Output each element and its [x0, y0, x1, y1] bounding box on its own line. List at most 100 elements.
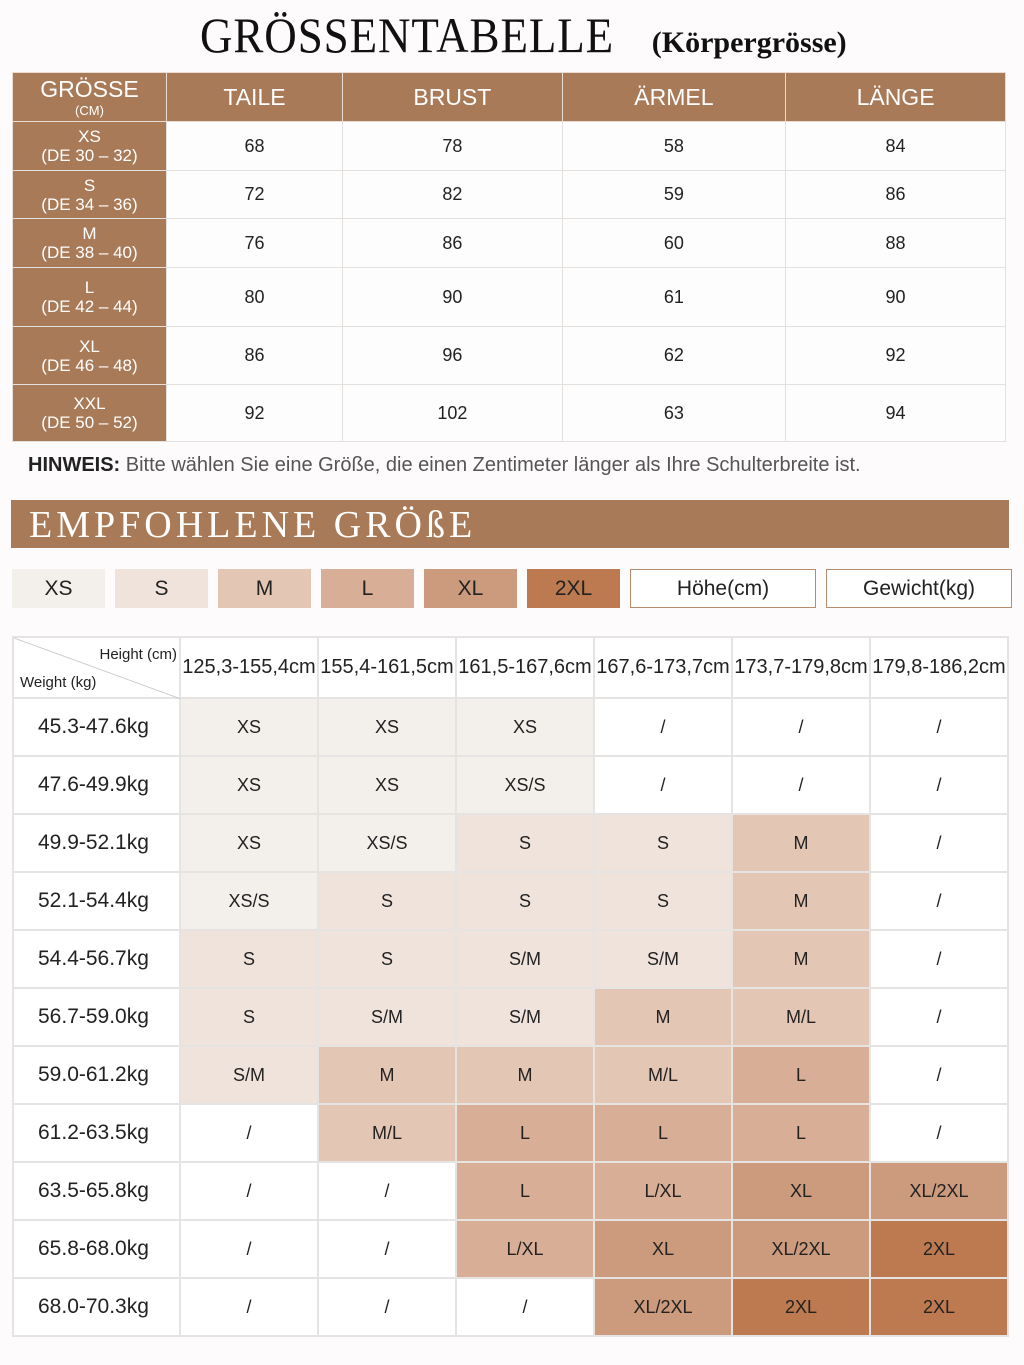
size-recommendation: XS	[317, 755, 457, 815]
height-range: 167,6-173,7cm	[593, 636, 733, 699]
header-size: GRÖSSE (CM)	[12, 72, 167, 122]
size-row: S (DE 34 – 36) 72 82 59 86	[12, 170, 1006, 219]
corner-weight-label: Weight (kg)	[20, 674, 97, 691]
size-recommendation: /	[731, 755, 871, 815]
size-de: (DE 34 – 36)	[41, 194, 138, 214]
header-col: LÄNGE	[785, 72, 1006, 122]
size-value: 58	[561, 121, 787, 171]
size-table-header: GRÖSSE (CM) TAILE BRUST ÄRMEL LÄNGE	[12, 72, 1006, 122]
size-value: 96	[341, 326, 563, 385]
page-title: GRÖSSENTABELLE (Körpergrösse)	[0, 6, 1024, 64]
size-recommendation: M/L	[593, 1045, 733, 1105]
weight-row: 54.4-56.7kg S S S/M S/M M /	[12, 929, 1009, 989]
size-recommendation: /	[317, 1161, 457, 1221]
size-value: 72	[166, 170, 343, 219]
legend-swatch-s: S	[115, 569, 208, 608]
size-label: XL (DE 46 – 48)	[12, 326, 167, 385]
size-recommendation: XS	[179, 813, 319, 873]
size-de: (DE 42 – 44)	[41, 297, 138, 316]
size-value: 84	[785, 121, 1006, 171]
weight-range: 63.5-65.8kg	[12, 1161, 181, 1221]
size-recommendation: XL	[731, 1161, 871, 1221]
weight-row: 45.3-47.6kg XS XS XS / / /	[12, 697, 1009, 757]
weight-range: 49.9-52.1kg	[12, 813, 181, 873]
header-col: ÄRMEL	[561, 72, 787, 122]
size-recommendation: S	[455, 871, 595, 931]
size-label: L (DE 42 – 44)	[12, 267, 167, 327]
weight-row: 68.0-70.3kg / / / XL/2XL 2XL 2XL	[12, 1277, 1009, 1337]
size-recommendation: XL/2XL	[869, 1161, 1009, 1221]
weight-row: 47.6-49.9kg XS XS XS/S / / /	[12, 755, 1009, 815]
weight-row: 61.2-63.5kg / M/L L L L /	[12, 1103, 1009, 1163]
size-label: S (DE 34 – 36)	[12, 170, 167, 219]
size-value: 78	[341, 121, 563, 171]
size-recommendation: XS/S	[455, 755, 595, 815]
weight-range: 68.0-70.3kg	[12, 1277, 181, 1337]
size-label: XXL (DE 50 – 52)	[12, 384, 167, 442]
size-value: 102	[341, 384, 563, 442]
size-recommendation: 2XL	[731, 1277, 871, 1337]
size-recommendation: S	[455, 813, 595, 873]
size-recommendation: XL/2XL	[731, 1219, 871, 1279]
size-recommendation: S	[593, 813, 733, 873]
size-recommendation: S	[593, 871, 733, 931]
size-label: XS (DE 30 – 32)	[12, 121, 167, 171]
size-recommendation: S/M	[455, 987, 595, 1047]
weight-range: 56.7-59.0kg	[12, 987, 181, 1047]
corner-cell: Height (cm) Weight (kg)	[12, 636, 181, 699]
hint-text: HINWEIS: Bitte wählen Sie eine Größe, di…	[28, 454, 861, 477]
size-name: XS	[78, 127, 101, 146]
size-recommendation: S	[179, 987, 319, 1047]
size-recommendation: L	[455, 1103, 595, 1163]
weight-row: 63.5-65.8kg / / L L/XL XL XL/2XL	[12, 1161, 1009, 1221]
size-name: M	[82, 224, 97, 243]
size-recommendation: /	[593, 755, 733, 815]
size-recommendation: /	[869, 1103, 1009, 1163]
height-header-row: Height (cm) Weight (kg) 125,3-155,4cm 155,4…	[12, 636, 1009, 699]
size-value: 60	[561, 218, 787, 268]
size-recommendation: /	[593, 697, 733, 757]
hint-body: Bitte wählen Sie eine Größe, die einen Z…	[120, 454, 861, 476]
size-recommendation: XL/2XL	[593, 1277, 733, 1337]
size-recommendation: /	[317, 1219, 457, 1279]
size-recommendation: L/XL	[593, 1161, 733, 1221]
legend-height: Höhe(cm)	[630, 569, 816, 608]
size-recommendation: /	[179, 1219, 319, 1279]
weight-range: 59.0-61.2kg	[12, 1045, 181, 1105]
size-recommendation: L	[593, 1103, 733, 1163]
size-value: 76	[166, 218, 343, 268]
size-value: 59	[561, 170, 787, 219]
weight-row: 52.1-54.4kg XS/S S S S M /	[12, 871, 1009, 931]
size-de: (DE 50 – 52)	[41, 413, 138, 432]
size-value: 88	[785, 218, 1006, 268]
size-recommendation: /	[869, 987, 1009, 1047]
legend-weight: Gewicht(kg)	[826, 569, 1012, 608]
size-recommendation: /	[317, 1277, 457, 1337]
size-recommendation: S	[317, 929, 457, 989]
weight-row: 59.0-61.2kg S/M M M M/L L /	[12, 1045, 1009, 1105]
size-value: 68	[166, 121, 343, 171]
legend-swatch-xl: XL	[424, 569, 517, 608]
size-recommendation: S	[179, 929, 319, 989]
size-recommendation: S/M	[317, 987, 457, 1047]
size-table: GRÖSSE (CM) TAILE BRUST ÄRMEL LÄNGE XS (DE 30…	[12, 72, 1006, 442]
size-recommendation: /	[179, 1161, 319, 1221]
size-recommendation: XL	[593, 1219, 733, 1279]
size-value: 92	[785, 326, 1006, 385]
corner-height-label: Height (cm)	[99, 646, 177, 663]
size-value: 90	[785, 267, 1006, 327]
size-value: 82	[341, 170, 563, 219]
height-range: 155,4-161,5cm	[317, 636, 457, 699]
size-recommendation: M	[593, 987, 733, 1047]
size-name: L	[84, 278, 95, 297]
diagonal-divider	[14, 638, 181, 699]
weight-range: 65.8-68.0kg	[12, 1219, 181, 1279]
weight-row: 49.9-52.1kg XS XS/S S S M /	[12, 813, 1009, 873]
size-value: 80	[166, 267, 343, 327]
size-recommendation: M	[455, 1045, 595, 1105]
size-recommendation: XS	[455, 697, 595, 757]
size-recommendation: /	[869, 1045, 1009, 1105]
size-recommendation: XS	[317, 697, 457, 757]
recommendation-table: Height (cm) Weight (kg) 125,3-155,4cm 155,4…	[12, 636, 1009, 1337]
size-value: 86	[785, 170, 1006, 219]
